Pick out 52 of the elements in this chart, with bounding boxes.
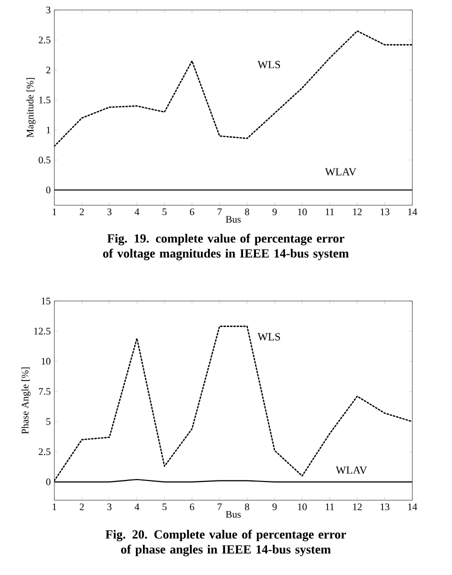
y-tick-label: 2 (46, 66, 50, 74)
x-tick-label: 7 (218, 504, 222, 510)
x-tick-label: 11 (326, 208, 334, 216)
x-tick-label: 8 (245, 208, 250, 216)
x-tick-label: 1 (52, 208, 56, 216)
y-tick-label: 2.5 (38, 36, 51, 44)
x-tick-label: 12 (353, 504, 362, 510)
y-axis-title: Phase Angle [%] (22, 367, 31, 434)
x-tick-label: 14 (408, 504, 418, 510)
x-tick-label: 10 (298, 504, 307, 510)
y-tick-label: 15 (42, 298, 51, 304)
x-tick-label: 6 (190, 504, 194, 510)
x-tick-label: 6 (190, 208, 194, 216)
series-label: WLS (258, 333, 280, 341)
x-tick-label: 5 (162, 504, 167, 510)
text: WLS (258, 60, 280, 68)
x-tick-label: 11 (326, 504, 334, 510)
x-tick-label: 13 (380, 208, 390, 216)
x-tick-label: 4 (134, 208, 140, 216)
y-tick-label: 1.5 (39, 96, 51, 104)
series-label: WLAV (336, 466, 368, 474)
series-label: WLAV (325, 168, 357, 176)
y-tick-label: 0 (46, 186, 51, 194)
x-tick-label: 8 (245, 504, 250, 510)
x-tick-label: 9 (272, 504, 277, 510)
y-tick-label: 2.5 (38, 448, 51, 456)
y-tick-label: 3 (46, 6, 51, 14)
x-tick-label: 10 (298, 208, 307, 216)
y-tick-label: 7.5 (39, 388, 51, 395)
x-tick-label: 14 (408, 208, 418, 216)
x-tick-label: 2 (80, 504, 84, 510)
x-tick-label: 2 (80, 208, 84, 216)
x-tick-label: 12 (353, 208, 362, 216)
x-axis-title: Bus (226, 511, 241, 518)
x-tick-label: 3 (108, 208, 112, 216)
x-tick-label: 3 (108, 504, 112, 510)
y-tick-label: 10 (42, 358, 51, 365)
x-tick-label: 13 (380, 504, 390, 510)
y-tick-label: 0 (46, 478, 51, 486)
y-tick-label: 12.5 (34, 328, 51, 335)
y-tick-label: 5 (46, 418, 51, 425)
y-axis-title: Magnitude [%] (26, 78, 36, 138)
x-tick-label: 1 (52, 504, 56, 510)
x-tick-label: 5 (162, 208, 167, 216)
x-axis-title: Bus (226, 216, 241, 223)
text: Fig. 20. Complete value of percentage error of phase angles in IEEE 14-bus system (106, 530, 346, 556)
y-tick-label: 1 (46, 126, 50, 134)
x-tick-label: 4 (134, 504, 140, 510)
x-tick-label: 7 (218, 208, 222, 216)
text: Fig. 19. complete value of percentage error of voltage magnitudes in IEEE 14-bus system (103, 234, 349, 260)
x-tick-label: 9 (272, 208, 277, 216)
y-tick-label: 0.5 (38, 156, 51, 164)
